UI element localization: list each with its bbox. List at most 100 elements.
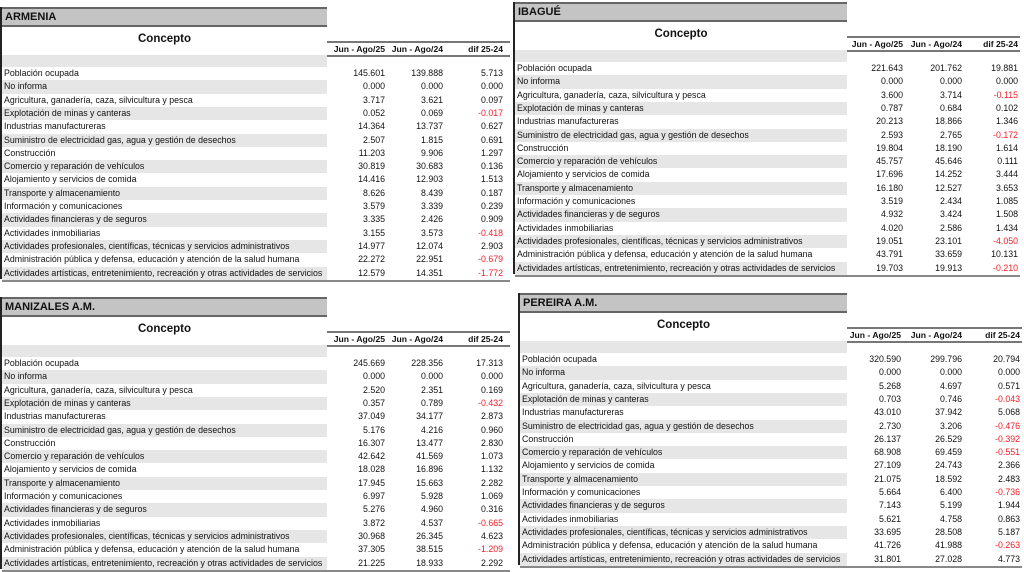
value-dif-25-24: 2.483 xyxy=(997,473,1020,484)
row-label: No informa xyxy=(522,367,566,378)
table-panel-pereira: PEREIRA A.M. Concepto Jun - Ago/25 Jun - Ag… xyxy=(518,293,1022,568)
value-dif-25-24: -0.172 xyxy=(993,129,1018,140)
value-jun-ago-25: 14.977 xyxy=(358,240,385,251)
value-jun-ago-25: 5.176 xyxy=(362,424,385,435)
value-jun-ago-24: 201.762 xyxy=(930,63,962,73)
value-dif-25-24: 0.136 xyxy=(480,161,503,172)
value-dif-25-24: 2.282 xyxy=(480,477,503,488)
left-border xyxy=(513,2,515,274)
value-jun-ago-24: 34.177 xyxy=(416,411,443,422)
column-header-col1: Jun - Ago/25 xyxy=(851,39,903,49)
value-jun-ago-25: 3.579 xyxy=(362,201,385,211)
row-band xyxy=(520,392,847,407)
row-band xyxy=(2,266,327,280)
value-jun-ago-24: 2.434 xyxy=(939,196,962,206)
concept-header: Concepto xyxy=(520,313,847,343)
value-jun-ago-25: 14.364 xyxy=(358,121,385,132)
table-panel-armenia: ARMENIA Concepto Jun - Ago/25 Jun - Ago/24 d… xyxy=(0,7,510,282)
panel-title: IBAGUÉ xyxy=(515,2,847,22)
row-band xyxy=(520,366,847,380)
table-row: Población ocupada 245.669 228.356 17.313 xyxy=(2,357,510,370)
value-jun-ago-25: 18.028 xyxy=(358,464,385,475)
row-band xyxy=(2,106,327,121)
value-dif-25-24: 1.346 xyxy=(995,116,1018,127)
row-band xyxy=(515,75,847,89)
row-band xyxy=(2,476,327,490)
value-dif-25-24: 5.187 xyxy=(997,526,1020,537)
value-dif-25-24: 1.513 xyxy=(480,174,503,185)
panel-title: PEREIRA A.M. xyxy=(520,293,847,313)
row-label: Alojamiento y servicios de comida xyxy=(4,174,137,185)
row-label: Construcción xyxy=(4,147,56,158)
left-border xyxy=(0,297,2,569)
value-dif-25-24: -0.017 xyxy=(478,107,503,118)
table-row: Transporte y almacenamiento 21.075 18.592 2… xyxy=(520,472,1022,486)
value-dif-25-24: -0.432 xyxy=(478,397,503,408)
value-jun-ago-24: 4.758 xyxy=(939,513,962,524)
value-dif-25-24: 1.614 xyxy=(995,142,1018,153)
table-row: Comercio y reparación de vehículos 42.642… xyxy=(2,450,510,464)
value-jun-ago-25: 0.787 xyxy=(880,102,903,113)
column-header-col3: dif 25-24 xyxy=(983,39,1018,49)
row-label: Construcción xyxy=(517,142,569,153)
row-label: Actividades financieras y de seguros xyxy=(522,500,665,511)
table-row: Población ocupada 320.590 299.796 20.794 xyxy=(520,353,1022,366)
value-dif-25-24: -0.392 xyxy=(995,433,1020,444)
table-row: Alojamiento y servicios de comida 17.696 1… xyxy=(515,168,1020,181)
value-dif-25-24: -4.050 xyxy=(993,235,1018,246)
value-jun-ago-25: 19.051 xyxy=(876,235,903,246)
value-jun-ago-25: 7.143 xyxy=(878,500,901,511)
table-row: Comercio y reparación de vehículos 30.819… xyxy=(2,160,510,174)
row-label: Industrias manufactureras xyxy=(522,407,624,418)
row-band xyxy=(515,155,847,169)
table-row: Actividades artísticas, entretenimiento,… xyxy=(520,552,1022,566)
table-row: Actividades financieras y de seguros 5.27… xyxy=(2,503,510,517)
value-jun-ago-25: 2.730 xyxy=(878,420,901,431)
value-jun-ago-24: 22.951 xyxy=(416,254,443,265)
value-jun-ago-24: 2.586 xyxy=(939,222,962,233)
row-label: Alojamiento y servicios de comida xyxy=(4,464,137,475)
value-dif-25-24: -0.551 xyxy=(995,447,1020,458)
row-label: Actividades inmobiliarias xyxy=(522,513,619,524)
table-row: Construcción 26.137 26.529 -0.392 xyxy=(520,433,1022,446)
value-jun-ago-25: 0.000 xyxy=(878,367,901,378)
value-jun-ago-25: 145.601 xyxy=(353,68,385,78)
row-label: Agricultura, ganadería, caza, silvicultu… xyxy=(522,380,711,391)
value-jun-ago-24: 41.569 xyxy=(416,451,443,462)
value-jun-ago-24: 12.074 xyxy=(416,240,443,251)
table-row: No informa 0.000 0.000 0.000 xyxy=(2,370,510,384)
row-label: Explotación de minas y canteras xyxy=(522,393,649,404)
table-row: Información y comunicaciones 5.664 6.400 -0… xyxy=(520,486,1022,499)
row-label: Actividades inmobiliarias xyxy=(517,222,614,233)
table-bottom-border xyxy=(520,565,1022,568)
value-jun-ago-25: 2.507 xyxy=(362,134,385,145)
row-label: Agricultura, ganadería, caza, silvicultu… xyxy=(517,89,706,100)
row-label: Administración pública y defensa, educac… xyxy=(4,254,300,265)
table-row: Alojamiento y servicios de comida 18.028 1… xyxy=(2,463,510,476)
value-dif-25-24: 0.000 xyxy=(995,76,1018,87)
row-label: No informa xyxy=(4,81,48,92)
value-dif-25-24: 1.297 xyxy=(480,147,503,158)
column-header-col1: Jun - Ago/25 xyxy=(333,44,385,54)
value-jun-ago-25: 5.621 xyxy=(878,513,901,524)
row-band xyxy=(2,133,327,147)
table-row: Construcción 11.203 9.906 1.297 xyxy=(2,147,510,160)
row-band xyxy=(2,503,327,517)
table-row: Industrias manufactureras 14.364 13.737 0.6… xyxy=(2,120,510,133)
value-jun-ago-24: 27.028 xyxy=(935,553,962,564)
column-headers: Jun - Ago/25 Jun - Ago/24 dif 25-24 xyxy=(847,36,1020,52)
value-dif-25-24: -0.736 xyxy=(995,487,1020,497)
row-label: Actividades financieras y de seguros xyxy=(4,214,147,225)
column-headers: Jun - Ago/25 Jun - Ago/24 dif 25-24 xyxy=(327,331,510,347)
table-row: Actividades financieras y de seguros 4.93… xyxy=(515,208,1020,222)
value-dif-25-24: 0.000 xyxy=(480,371,503,382)
table-row: Alojamiento y servicios de comida 27.109 2… xyxy=(520,459,1022,472)
row-band xyxy=(515,181,847,195)
value-jun-ago-25: 16.180 xyxy=(876,182,903,193)
table-row: Explotación de minas y canteras 0.787 0.68… xyxy=(515,101,1020,116)
value-jun-ago-24: 2.426 xyxy=(420,214,443,225)
value-dif-25-24: 0.000 xyxy=(480,81,503,92)
panel-title: MANIZALES A.M. xyxy=(2,297,327,317)
value-dif-25-24: 4.773 xyxy=(997,553,1020,564)
value-dif-25-24: 0.097 xyxy=(480,94,503,105)
